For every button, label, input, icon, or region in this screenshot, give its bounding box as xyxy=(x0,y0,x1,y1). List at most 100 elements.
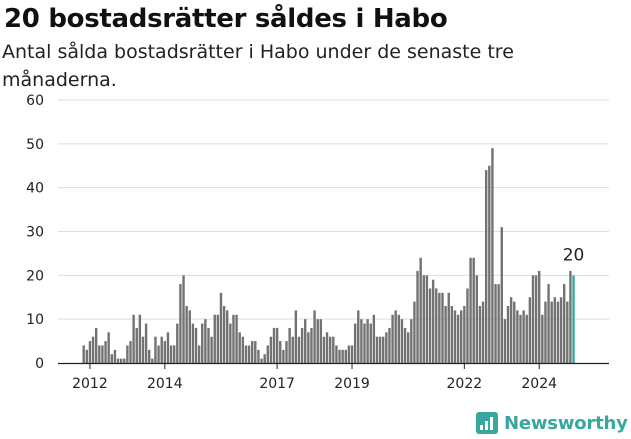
bar xyxy=(135,327,138,363)
bar xyxy=(531,275,535,363)
bar xyxy=(547,284,550,363)
bar xyxy=(101,345,104,363)
bar xyxy=(460,310,463,363)
bar xyxy=(138,314,142,363)
bar xyxy=(466,288,469,363)
bar xyxy=(132,314,135,363)
bar xyxy=(475,275,479,363)
bar xyxy=(266,345,269,363)
bar xyxy=(569,270,572,363)
bar xyxy=(257,349,260,363)
bar xyxy=(363,323,366,363)
bar xyxy=(300,327,304,363)
brand-name: Newsworthy xyxy=(504,412,628,434)
page-subtitle: Antal sålda bostadsrätter i Habo under d… xyxy=(2,41,514,91)
bar xyxy=(553,297,557,363)
bar xyxy=(216,314,220,363)
bar xyxy=(141,336,145,363)
bar xyxy=(397,314,401,363)
bar xyxy=(522,310,525,363)
bar xyxy=(238,332,241,363)
bar xyxy=(98,345,101,363)
bar xyxy=(85,349,89,363)
bar xyxy=(148,349,151,363)
bar xyxy=(188,310,191,363)
brand-logo: Newsworthy xyxy=(476,408,628,438)
bar xyxy=(550,301,553,363)
bar xyxy=(566,301,569,363)
bar xyxy=(388,327,391,363)
bar xyxy=(279,341,282,363)
bar xyxy=(503,319,507,363)
bar xyxy=(534,275,538,363)
y-tick-label: 10 xyxy=(26,312,44,328)
bar xyxy=(406,332,410,363)
y-tick-label: 60 xyxy=(26,93,44,109)
bar xyxy=(322,336,326,363)
y-tick-label: 20 xyxy=(26,268,44,284)
bar xyxy=(325,332,329,363)
bar xyxy=(226,310,229,363)
bar xyxy=(453,310,457,363)
y-tick-label: 0 xyxy=(35,356,44,372)
bar xyxy=(179,284,182,363)
bar xyxy=(294,310,298,363)
bar xyxy=(338,349,341,363)
bar xyxy=(194,327,198,363)
bar xyxy=(247,345,251,363)
bar xyxy=(288,327,291,363)
bar xyxy=(385,332,388,363)
bar xyxy=(254,341,257,363)
bar xyxy=(116,358,120,363)
bar xyxy=(369,323,372,363)
bar xyxy=(441,292,444,363)
bar xyxy=(469,257,472,363)
x-tick-label: 2024 xyxy=(521,376,557,392)
bar xyxy=(353,323,357,363)
x-axis: 2012 2014 2017 2019 2022 2024 xyxy=(58,362,609,392)
bar xyxy=(82,345,85,363)
bar xyxy=(332,336,335,363)
bar xyxy=(263,354,266,363)
bar xyxy=(201,323,204,363)
bar xyxy=(541,314,544,363)
bar xyxy=(372,314,376,363)
bar xyxy=(244,345,248,363)
bar xyxy=(250,341,254,363)
bar xyxy=(307,332,310,363)
bar xyxy=(272,327,276,363)
bar xyxy=(538,270,541,363)
bar xyxy=(169,345,173,363)
bar xyxy=(391,314,394,363)
bar xyxy=(191,323,195,363)
bar xyxy=(572,275,575,363)
bar xyxy=(516,310,519,363)
bar xyxy=(172,345,176,363)
bar xyxy=(222,306,226,363)
bar xyxy=(394,310,397,363)
bar xyxy=(154,336,157,363)
gridlines xyxy=(58,99,609,320)
bar xyxy=(94,327,98,363)
bar xyxy=(350,345,354,363)
bar xyxy=(313,310,316,363)
bars xyxy=(82,148,575,363)
bar xyxy=(519,314,522,363)
bar xyxy=(166,332,170,363)
bar xyxy=(126,345,129,363)
bar xyxy=(450,306,454,363)
bar xyxy=(204,319,207,363)
bar xyxy=(210,336,213,363)
bar xyxy=(107,332,110,363)
y-tick-label: 40 xyxy=(26,181,44,197)
x-tick-label: 2022 xyxy=(447,376,483,392)
bar xyxy=(335,345,338,363)
bar xyxy=(282,349,285,363)
bar xyxy=(235,314,238,363)
bar xyxy=(129,341,132,363)
bar xyxy=(275,327,279,363)
bar xyxy=(491,148,494,363)
bar xyxy=(344,349,347,363)
bar xyxy=(88,341,92,363)
y-axis-tick-labels: 0 10 20 30 40 50 60 xyxy=(26,93,44,372)
